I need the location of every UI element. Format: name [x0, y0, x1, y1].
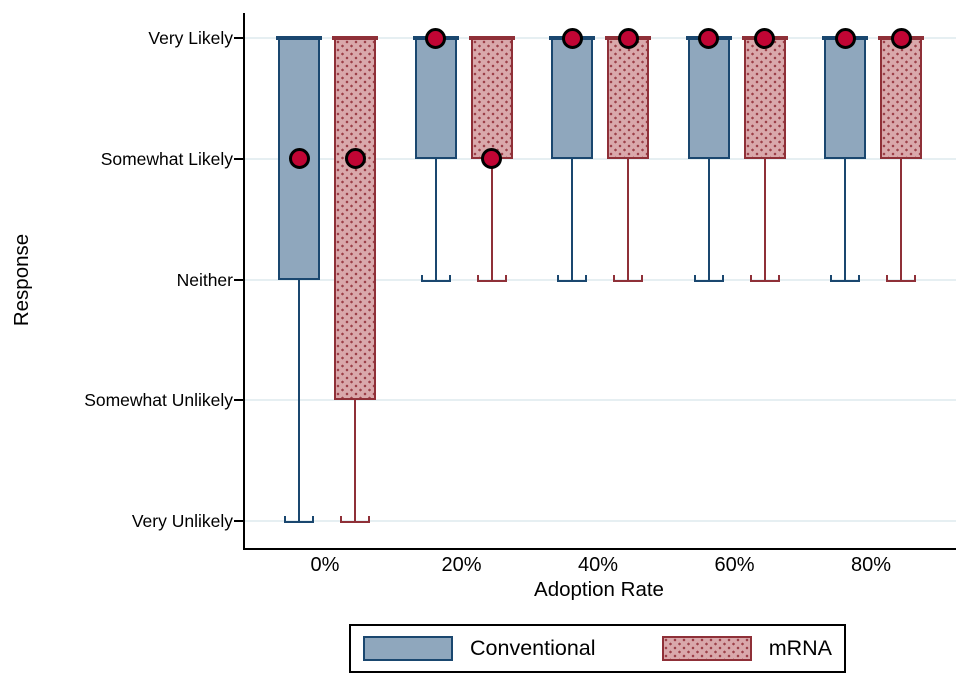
- mean-dot-conventional-0%: [288, 148, 310, 170]
- y-tick-label: Somewhat Unlikely: [84, 390, 233, 411]
- y-tick: [234, 37, 243, 39]
- whisker-cap-conventional-20%: [420, 274, 451, 282]
- gridline: [245, 399, 956, 402]
- whisker-cap-conventional-40%: [557, 274, 587, 282]
- whisker-conventional-20%: [434, 158, 437, 280]
- legend-entry-conventional: Conventional: [363, 636, 596, 661]
- whisker-conventional-80%: [844, 158, 846, 280]
- mean-dot-mrna-60%: [754, 27, 775, 49]
- x-tick-label: 60%: [714, 554, 755, 576]
- mean-dot-mrna-40%: [617, 27, 639, 49]
- y-tick: [234, 520, 243, 522]
- gridline: [245, 520, 956, 522]
- x-tick-label: 40%: [577, 554, 619, 576]
- legend-label-conventional: Conventional: [470, 636, 596, 660]
- whisker-cap-mrna-40%: [613, 274, 643, 282]
- gridline: [245, 37, 956, 39]
- box-mrna-80%: [880, 38, 922, 159]
- mean-dot-conventional-40%: [561, 27, 583, 49]
- whisker-cap-conventional-60%: [693, 274, 724, 282]
- box-mrna-40%: [607, 38, 649, 159]
- legend-entry-mrna: mRNA: [661, 636, 832, 661]
- x-axis-title: Adoption Rate: [534, 578, 664, 601]
- mean-dot-conventional-60%: [698, 27, 719, 49]
- legend-swatch-mrna: [661, 636, 752, 661]
- y-tick-label: Somewhat Likely: [100, 148, 233, 169]
- whisker-cap-conventional-80%: [830, 274, 860, 282]
- plot-area: [243, 13, 956, 550]
- whisker-conventional-40%: [571, 158, 573, 280]
- whisker-cap-conventional-0%: [284, 516, 314, 523]
- mean-dot-mrna-20%: [481, 148, 502, 170]
- whisker-mrna-20%: [490, 158, 493, 280]
- y-tick-label: Neither: [176, 269, 233, 290]
- mean-dot-mrna-0%: [344, 148, 366, 170]
- legend: Conventional mRNA: [349, 624, 846, 673]
- y-tick: [234, 399, 243, 402]
- y-tick-label: Very Likely: [148, 28, 233, 48]
- whisker-cap-mrna-60%: [749, 274, 780, 282]
- x-tick-label: 80%: [850, 554, 892, 576]
- whisker-mrna-80%: [900, 158, 902, 280]
- y-tick: [234, 157, 243, 160]
- gridline: [245, 157, 956, 160]
- x-tick-label: 0%: [310, 554, 340, 576]
- box-conventional-20%: [414, 38, 457, 159]
- y-tick: [234, 278, 243, 281]
- median-conventional-0%: [276, 36, 322, 40]
- whisker-cap-mrna-0%: [340, 516, 370, 523]
- whisker-mrna-40%: [627, 158, 629, 280]
- mean-dot-conventional-20%: [425, 27, 446, 49]
- whisker-mrna-0%: [354, 400, 356, 521]
- box-conventional-60%: [687, 38, 730, 159]
- box-conventional-40%: [551, 38, 593, 159]
- median-mrna-20%: [468, 36, 515, 40]
- median-mrna-0%: [332, 36, 378, 40]
- y-tick-label: Very Unlikely: [131, 511, 233, 531]
- legend-label-mrna: mRNA: [768, 636, 832, 660]
- mean-dot-mrna-80%: [890, 27, 912, 49]
- whisker-conventional-0%: [298, 279, 300, 521]
- mean-dot-conventional-80%: [834, 27, 856, 49]
- box-conventional-80%: [824, 38, 866, 159]
- gridline: [245, 278, 956, 281]
- box-mrna-20%: [470, 38, 513, 159]
- box-mrna-0%: [334, 38, 376, 401]
- whisker-conventional-60%: [707, 158, 710, 280]
- whisker-cap-mrna-80%: [886, 274, 916, 282]
- box-mrna-60%: [743, 38, 786, 159]
- whisker-cap-mrna-20%: [476, 274, 507, 282]
- whisker-mrna-60%: [763, 158, 766, 280]
- legend-swatch-conventional: [363, 636, 453, 661]
- x-tick-label: 20%: [441, 554, 482, 576]
